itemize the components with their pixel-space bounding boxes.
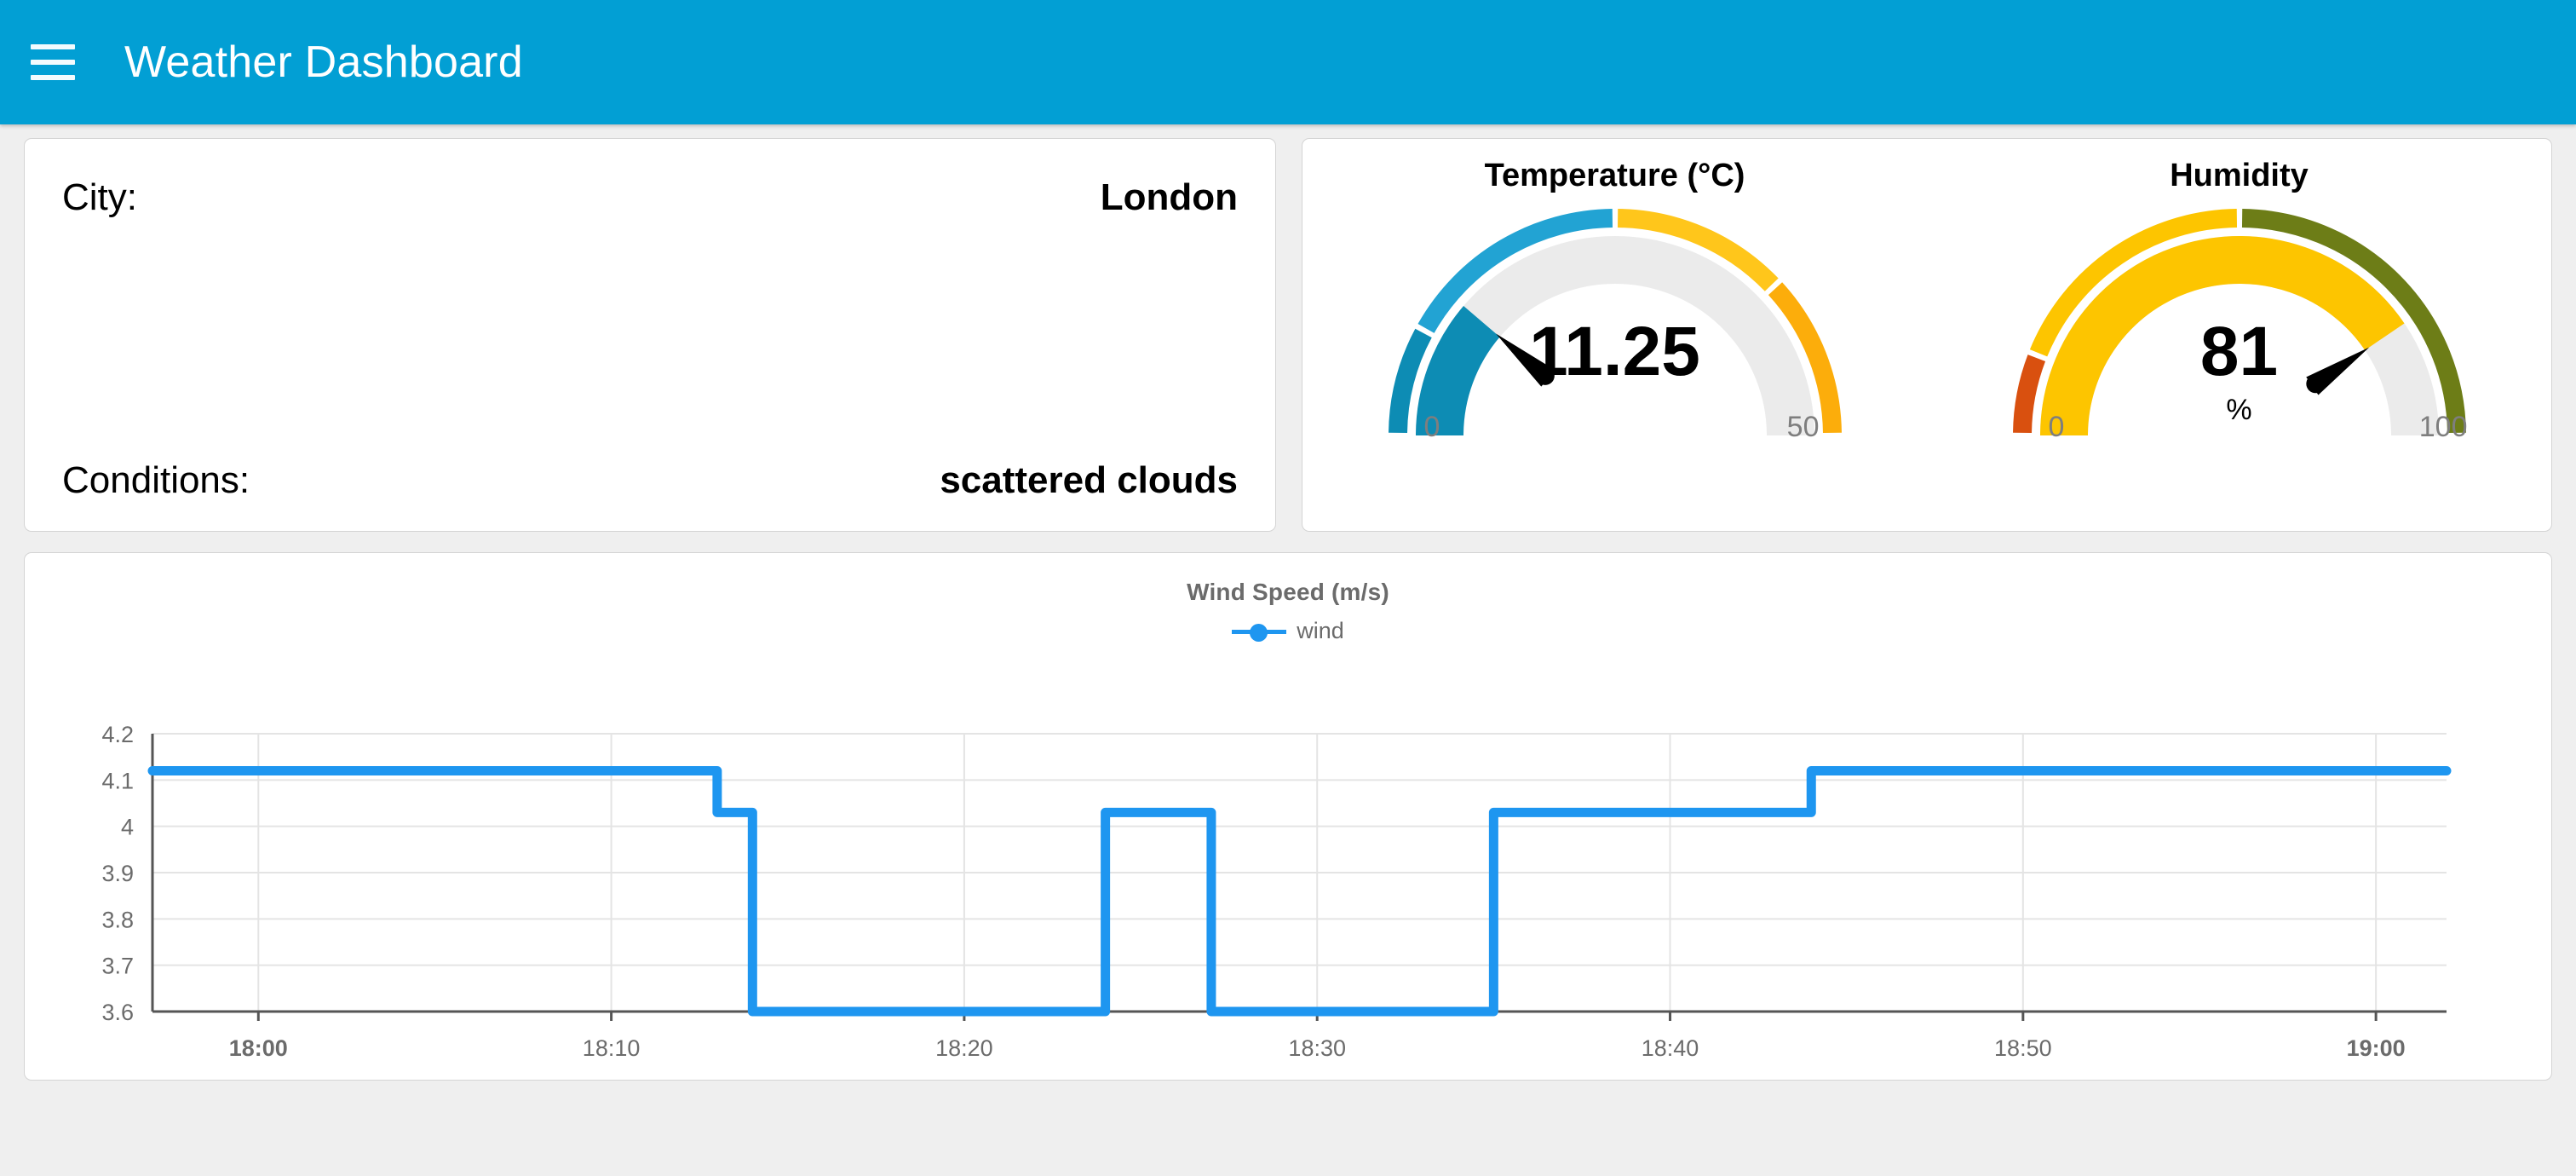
legend-label-wind: wind	[1297, 618, 1344, 643]
gauge-humidity-dial: 81 % 0 100	[1941, 193, 2538, 499]
hamburger-bar	[31, 44, 75, 49]
gauge-humidity-max: 100	[2418, 411, 2468, 443]
x-axis-tick: 18:30	[1288, 1035, 1346, 1061]
gauge-humidity: Humidity 81 % 0 100	[1941, 154, 2538, 499]
chart-row: Wind Speed (m/s) wind 4.2 4.1 4 3.9 3.8 3.7 3.…	[0, 552, 2576, 1081]
gauge-temperature-title: Temperature (°C)	[1484, 158, 1745, 193]
gauge-humidity-value: 81	[2199, 313, 2279, 390]
x-axis-tick: 18:40	[1642, 1035, 1699, 1061]
gauge-temperature-min: 0	[1423, 411, 1440, 443]
gauge-temperature-value: 11.25	[1529, 313, 1700, 390]
y-axis-tick: 3.8	[101, 907, 134, 932]
city-label: City:	[62, 176, 137, 218]
gauge-humidity-title: Humidity	[2170, 158, 2309, 193]
gauge-humidity-svg	[2012, 209, 2466, 436]
wind-speed-line-chart: 4.2 4.1 4 3.9 3.8 3.7 3.6 18:00 18:10 18:20 18:30 1…	[101, 722, 2452, 1061]
info-row-city: City: London	[62, 176, 1238, 219]
weather-info-card: City: London Conditions: scattered cloud…	[24, 138, 1276, 532]
x-axis-tick: 18:20	[935, 1035, 993, 1061]
chart-plot-area[interactable]: 4.2 4.1 4 3.9 3.8 3.7 3.6 18:00 18:10 18:20 18:30 1…	[25, 715, 2551, 1073]
top-row: City: London Conditions: scattered cloud…	[0, 138, 2576, 532]
city-value: London	[1100, 176, 1238, 218]
hamburger-menu-icon[interactable]	[31, 44, 75, 80]
dashboard-body: City: London Conditions: scattered cloud…	[0, 124, 2576, 1176]
y-axis-tick: 3.6	[101, 1000, 134, 1025]
wind-speed-chart-card: Wind Speed (m/s) wind 4.2 4.1 4 3.9 3.8 3.7 3.…	[24, 552, 2552, 1081]
gauge-temperature-max: 50	[1786, 411, 1820, 443]
gauge-temperature-svg	[1388, 209, 1842, 436]
chart-title: Wind Speed (m/s)	[1187, 579, 1389, 605]
y-axis-tick: 4.1	[101, 768, 134, 793]
app-header: Weather Dashboard	[0, 0, 2576, 124]
legend-marker-wind	[1232, 620, 1287, 643]
page-title: Weather Dashboard	[124, 37, 523, 87]
info-row-conditions: Conditions: scattered clouds	[62, 459, 1238, 502]
y-axis-tick: 4.2	[101, 722, 134, 747]
x-axis-tick: 18:00	[229, 1035, 288, 1061]
gauge-temperature: Temperature (°C) 11.25 0 50	[1317, 154, 1913, 499]
chart-legend[interactable]: wind	[25, 618, 2551, 644]
gauge-temperature-dial: 11.25 0 50	[1317, 193, 1913, 499]
gauge-humidity-unit: %	[2226, 394, 2252, 426]
x-axis-tick: 18:10	[583, 1035, 641, 1061]
conditions-value: scattered clouds	[940, 459, 1238, 501]
gauges-card: Temperature (°C) 11.25 0 50 Humidity 81 …	[1302, 138, 2552, 532]
y-axis-tick: 3.9	[101, 861, 134, 886]
y-axis-tick: 4	[121, 815, 134, 840]
gauge-humidity-min: 0	[2048, 411, 2065, 443]
x-axis-tick: 18:50	[1994, 1035, 2052, 1061]
hamburger-bar	[31, 60, 75, 65]
hamburger-bar	[31, 75, 75, 80]
conditions-label: Conditions:	[62, 459, 250, 501]
x-axis-tick: 19:00	[2347, 1035, 2406, 1061]
legend-dot	[1250, 623, 1268, 642]
wind-series-line	[147, 765, 2452, 1017]
y-axis-tick: 3.7	[101, 954, 134, 979]
